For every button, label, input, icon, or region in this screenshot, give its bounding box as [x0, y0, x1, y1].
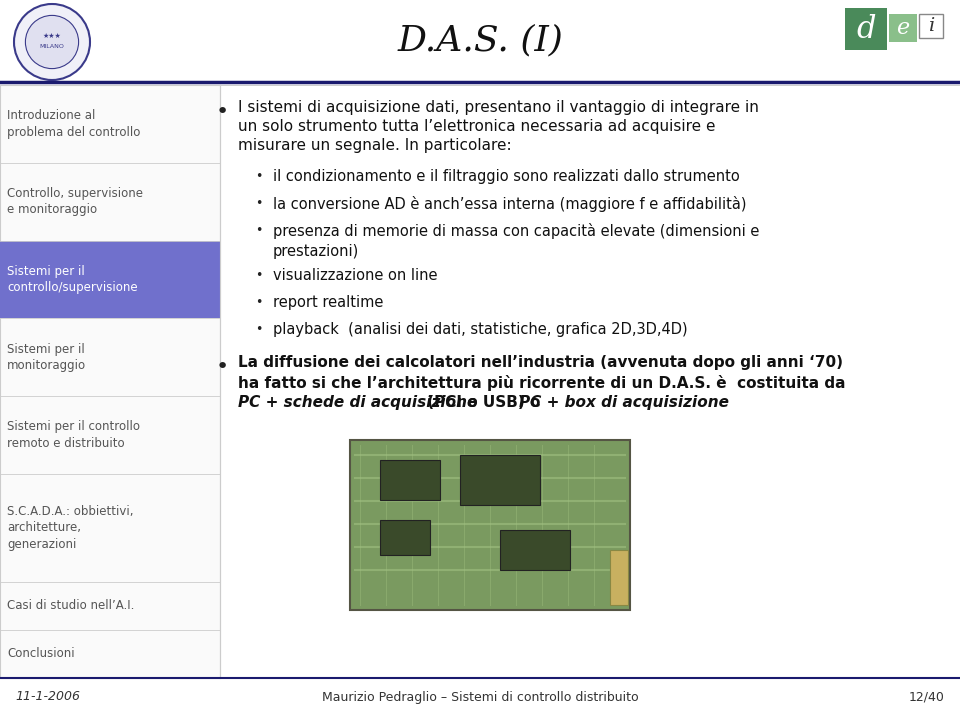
Text: •: • [215, 357, 228, 377]
Text: Introduzione al
problema del controllo: Introduzione al problema del controllo [7, 109, 140, 139]
Text: •: • [255, 323, 263, 336]
Bar [380, 520, 430, 555]
Text: ★★★: ★★★ [42, 33, 61, 39]
Text: Sistemi per il
monitoraggio: Sistemi per il monitoraggio [7, 343, 86, 372]
Bar [500, 530, 570, 570]
Text: •: • [255, 224, 263, 237]
Bar [889, 14, 917, 42]
Text: •: • [255, 296, 263, 309]
Bar [0, 241, 220, 318]
Bar [460, 455, 540, 505]
Text: (PCI o USB) o: (PCI o USB) o [421, 395, 545, 410]
Text: ha fatto si che l’architettura più ricorrente di un D.A.S. è  costituita da: ha fatto si che l’architettura più ricor… [238, 375, 846, 391]
Text: la conversione AD è anch’essa interna (maggiore f e affidabilità): la conversione AD è anch’essa interna (m… [273, 196, 747, 212]
Text: Sistemi per il
controllo/supervisione: Sistemi per il controllo/supervisione [7, 265, 137, 294]
Text: PC + schede di acquisizione: PC + schede di acquisizione [238, 395, 477, 410]
Bar [845, 8, 887, 50]
Text: d: d [856, 14, 876, 44]
Circle shape [14, 4, 90, 80]
Text: I sistemi di acquisizione dati, presentano il vantaggio di integrare in: I sistemi di acquisizione dati, presenta… [238, 100, 758, 115]
Bar [610, 550, 628, 605]
Bar [0, 85, 220, 678]
Text: presenza di memorie di massa con capacità elevate (dimensioni e
prestazioni): presenza di memorie di massa con capacit… [273, 223, 759, 258]
Text: Maurizio Pedraglio – Sistemi di controllo distribuito: Maurizio Pedraglio – Sistemi di controll… [322, 690, 638, 703]
Text: il condizionamento e il filtraggio sono realizzati dallo strumento: il condizionamento e il filtraggio sono … [273, 169, 740, 184]
Text: report realtime: report realtime [273, 295, 383, 310]
Text: misurare un segnale. In particolare:: misurare un segnale. In particolare: [238, 138, 512, 153]
Text: Controllo, supervisione
e monitoraggio: Controllo, supervisione e monitoraggio [7, 187, 143, 216]
Text: La diffusione dei calcolatori nell’industria (avvenuta dopo gli anni ‘70): La diffusione dei calcolatori nell’indus… [238, 355, 843, 370]
Text: Conclusioni: Conclusioni [7, 648, 75, 660]
Text: 12/40: 12/40 [909, 690, 945, 703]
Text: Sistemi per il controllo
remoto e distribuito: Sistemi per il controllo remoto e distri… [7, 421, 140, 450]
Text: S.C.A.D.A.: obbiettivi,
architetture,
generazioni: S.C.A.D.A.: obbiettivi, architetture, ge… [7, 505, 133, 551]
Text: PC + box di acquisizione: PC + box di acquisizione [519, 395, 729, 410]
Text: •: • [215, 102, 228, 122]
Text: e: e [897, 17, 909, 39]
Text: MILANO: MILANO [39, 44, 64, 49]
Text: •: • [255, 269, 263, 282]
Circle shape [25, 16, 79, 69]
Text: i: i [928, 17, 934, 35]
Text: •: • [255, 197, 263, 210]
Text: visualizzazione on line: visualizzazione on line [273, 268, 438, 283]
Text: un solo strumento tutta l’elettronica necessaria ad acquisire e: un solo strumento tutta l’elettronica ne… [238, 119, 715, 134]
Bar [380, 460, 440, 500]
Text: Casi di studio nell’A.I.: Casi di studio nell’A.I. [7, 599, 134, 612]
Bar [350, 440, 630, 610]
Bar [919, 14, 943, 38]
Text: 11-1-2006: 11-1-2006 [15, 690, 80, 703]
Text: D.A.S. (I): D.A.S. (I) [397, 23, 563, 57]
Text: •: • [255, 170, 263, 183]
Text: playback  (analisi dei dati, statistiche, grafica 2D,3D,4D): playback (analisi dei dati, statistiche,… [273, 322, 687, 337]
